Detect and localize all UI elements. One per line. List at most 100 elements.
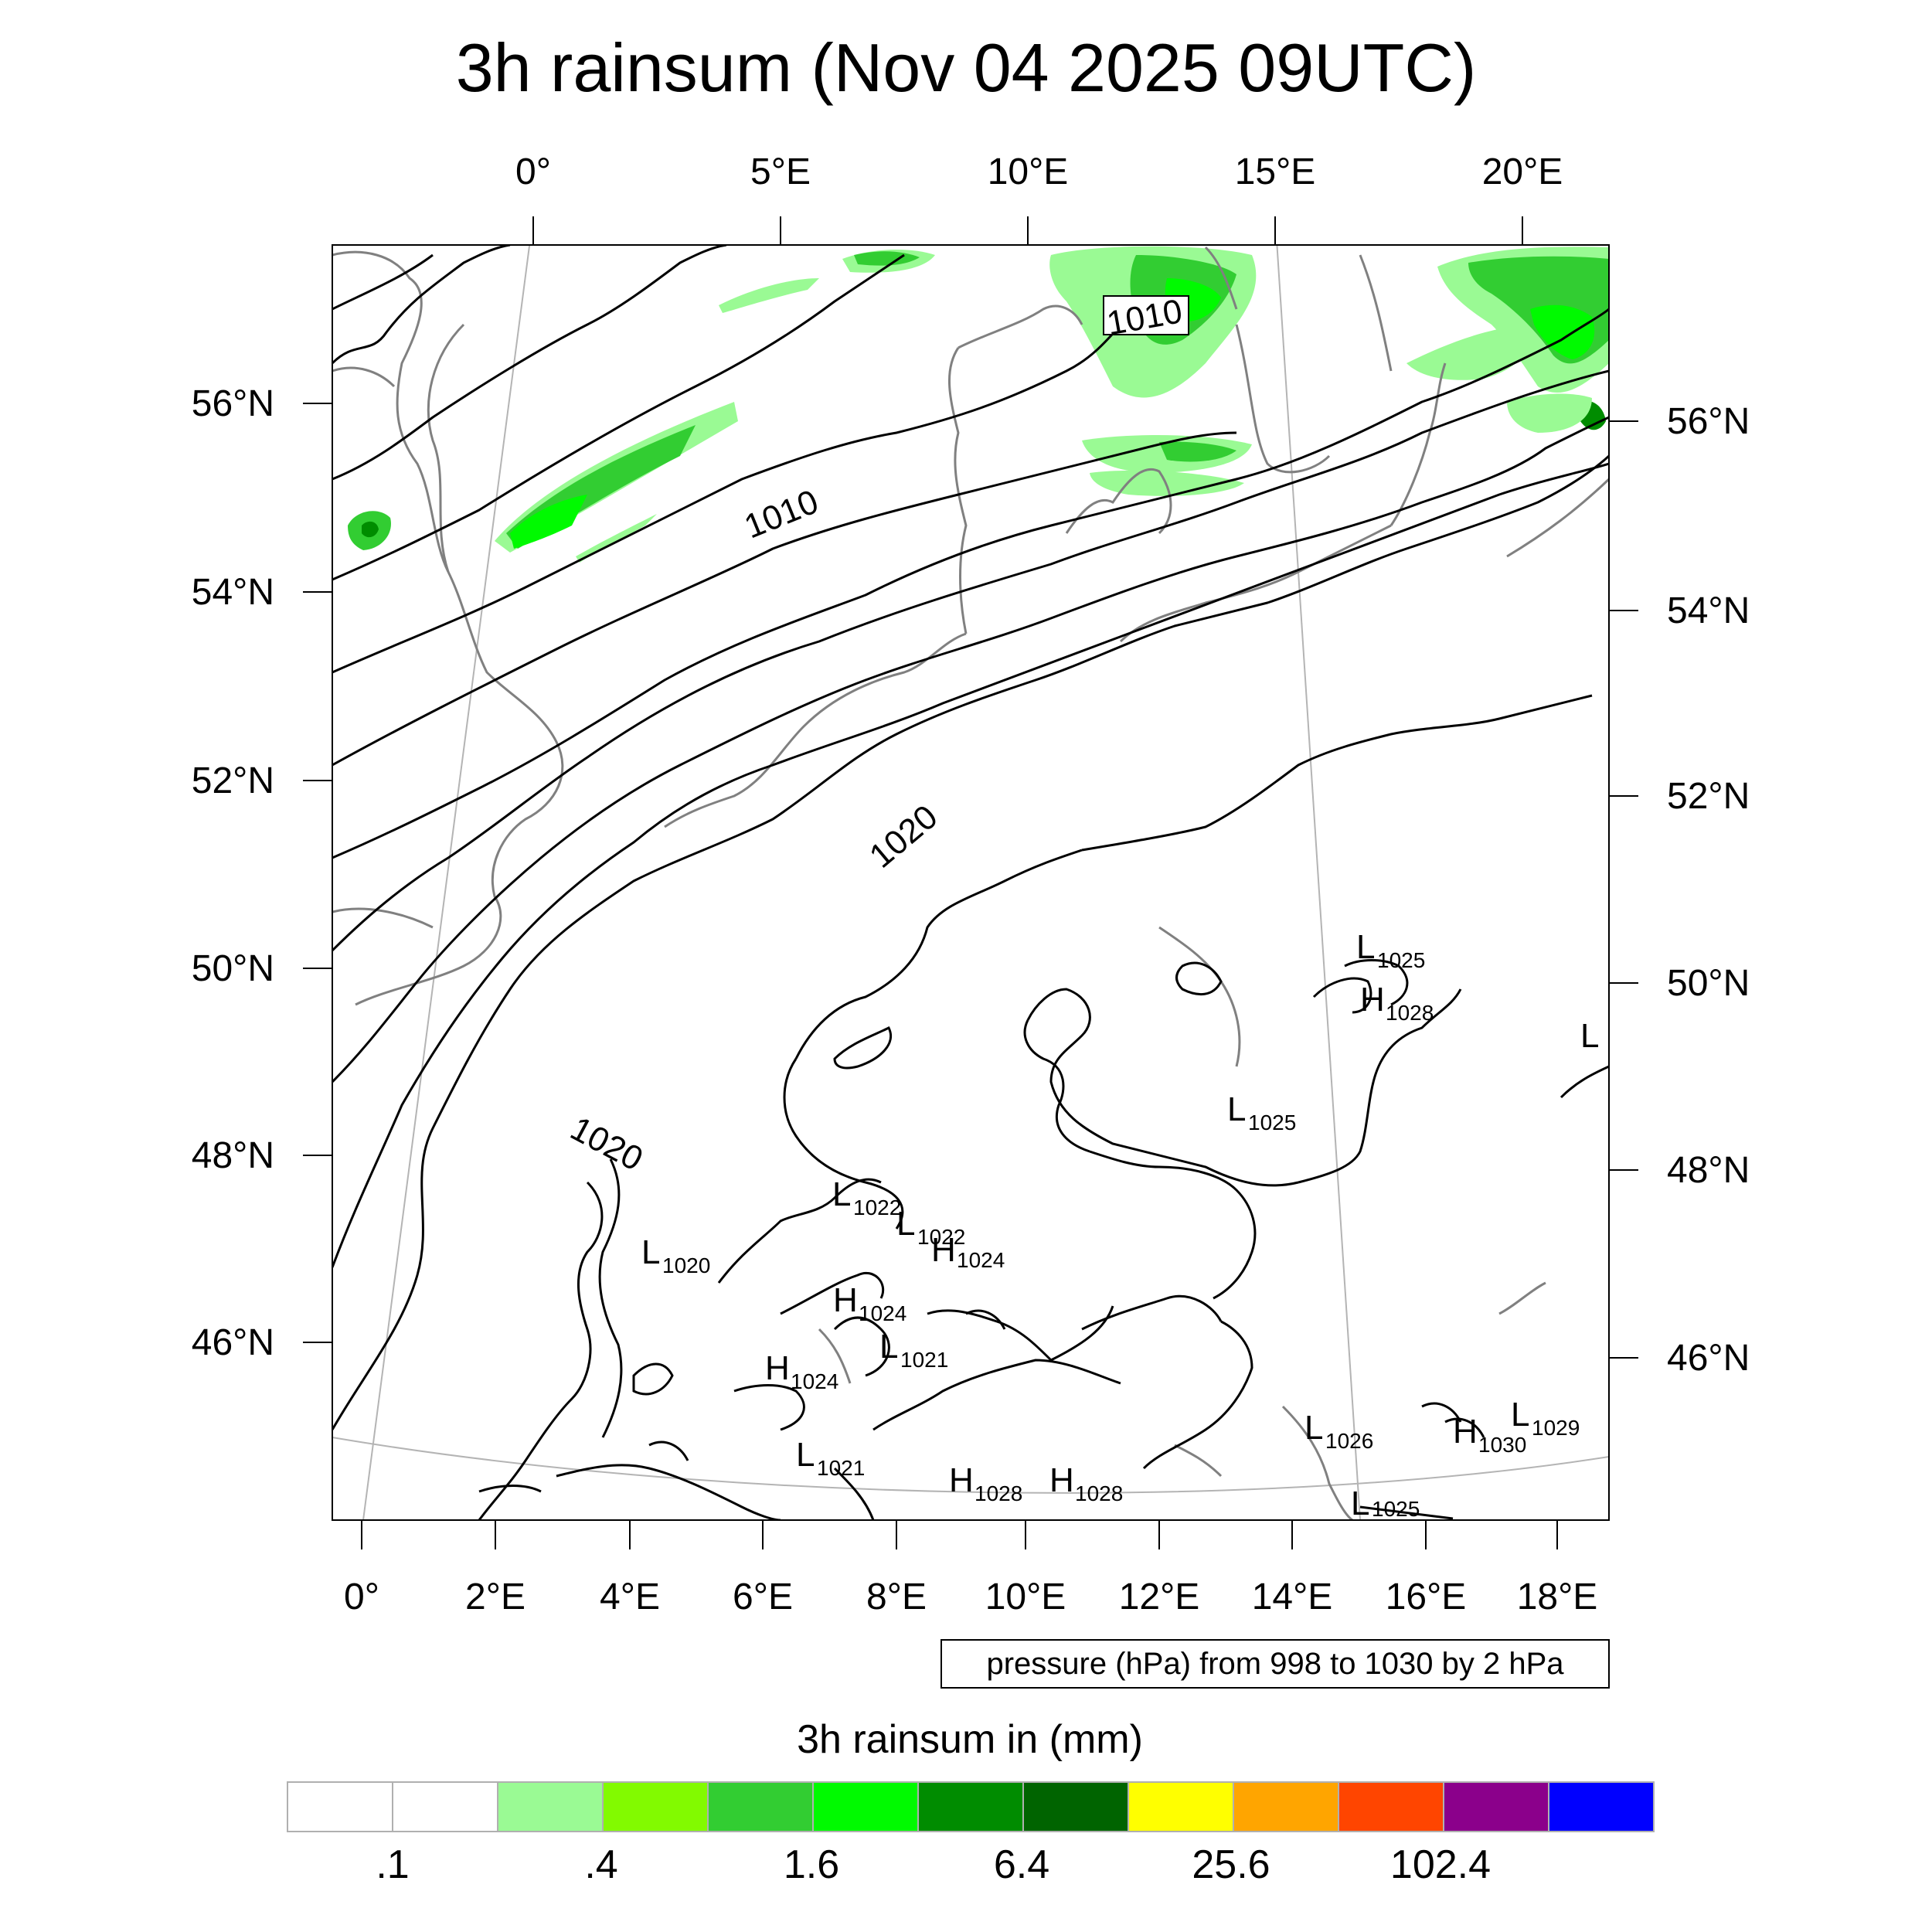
right-lat-label: 54°N bbox=[1667, 590, 1750, 631]
top-lon-label: 10°E bbox=[988, 151, 1069, 192]
colorbar-labels: .1 .4 1.6 6.4 25.6 102.4 bbox=[376, 1842, 1491, 1887]
colorbar-box bbox=[602, 1781, 709, 1832]
colorbar-box bbox=[497, 1781, 604, 1832]
plot-frame bbox=[332, 244, 1610, 1521]
left-lat-label: 56°N bbox=[192, 383, 274, 424]
pressure-center: L 1020 bbox=[641, 1233, 710, 1277]
svg-text:L: L bbox=[1356, 928, 1375, 966]
svg-text:H: H bbox=[1453, 1413, 1478, 1451]
pressure-center: H 1028 bbox=[1360, 981, 1434, 1025]
colorbar-box bbox=[1022, 1781, 1129, 1832]
svg-text:1030: 1030 bbox=[1478, 1433, 1526, 1457]
bottom-lon-label: 8°E bbox=[866, 1577, 927, 1617]
bottom-lon-label: 10°E bbox=[985, 1577, 1066, 1617]
svg-text:1020: 1020 bbox=[662, 1253, 710, 1277]
pressure-center: H 1030 bbox=[1453, 1413, 1526, 1457]
right-lat-label: 56°N bbox=[1667, 401, 1750, 442]
pressure-center: L 1025 bbox=[1356, 928, 1425, 972]
bottom-lon-label: 4°E bbox=[600, 1577, 660, 1617]
bottom-lon-label: 6°E bbox=[733, 1577, 793, 1617]
isobar-labels: 1010 1010 1020 1020 bbox=[564, 292, 1189, 1179]
colorbar-box bbox=[1338, 1781, 1444, 1832]
pressure-center: H 1028 bbox=[949, 1461, 1022, 1505]
colorbar-box bbox=[392, 1781, 498, 1832]
svg-text:L: L bbox=[832, 1175, 851, 1213]
colorbar-box bbox=[1233, 1781, 1339, 1832]
colorbar-box bbox=[1548, 1781, 1655, 1832]
rain-patch bbox=[576, 514, 657, 563]
bottom-lon-label: 12°E bbox=[1119, 1577, 1200, 1617]
svg-text:1024: 1024 bbox=[957, 1248, 1005, 1272]
svg-text:1022: 1022 bbox=[917, 1225, 965, 1249]
svg-text:L: L bbox=[896, 1205, 915, 1243]
right-lat-label: 46°N bbox=[1667, 1338, 1750, 1379]
graticule bbox=[332, 245, 1609, 1520]
contour-info-text: pressure (hPa) from 998 to 1030 by 2 hPa bbox=[986, 1647, 1564, 1681]
svg-text:L: L bbox=[1580, 1017, 1599, 1055]
svg-text:H: H bbox=[949, 1461, 974, 1499]
coastlines bbox=[332, 246, 1609, 1520]
colorbar-label: .4 bbox=[584, 1842, 617, 1887]
svg-text:L: L bbox=[1351, 1485, 1369, 1522]
svg-text:1025: 1025 bbox=[1248, 1111, 1296, 1134]
svg-text:L: L bbox=[1511, 1396, 1529, 1434]
colorbar-box bbox=[917, 1781, 1024, 1832]
left-lat-label: 54°N bbox=[192, 572, 274, 613]
left-lat-label: 50°N bbox=[192, 948, 274, 989]
bottom-lon-label: 16°E bbox=[1386, 1577, 1467, 1617]
left-lat-label: 46°N bbox=[192, 1322, 274, 1363]
top-lon-label: 0° bbox=[515, 151, 551, 192]
bottom-lon-label: 2°E bbox=[465, 1577, 526, 1617]
rain-patch bbox=[1530, 304, 1595, 359]
rain-patch bbox=[510, 495, 587, 549]
plot-area: 1010 1010 1020 1020 L 1025 H 1028 L L 1025 … bbox=[303, 216, 1638, 1549]
pressure-center: L 1022 bbox=[896, 1205, 965, 1249]
right-latitude-ticks: 56°N 54°N 52°N 50°N 48°N 46°N bbox=[1667, 401, 1750, 1379]
svg-text:L: L bbox=[796, 1436, 815, 1474]
contour-info-box: pressure (hPa) from 998 to 1030 by 2 hPa bbox=[940, 1639, 1610, 1689]
colorbar-box bbox=[707, 1781, 814, 1832]
svg-text:L: L bbox=[879, 1328, 898, 1366]
colorbar-title: 3h rainsum in (mm) bbox=[797, 1717, 1143, 1762]
rain-patch bbox=[1507, 393, 1592, 433]
bottom-lon-label: 0° bbox=[344, 1577, 379, 1617]
colorbar-label: 25.6 bbox=[1192, 1842, 1270, 1887]
top-longitude-ticks: 0° 5°E 10°E 15°E 20°E bbox=[515, 151, 1563, 192]
svg-text:1024: 1024 bbox=[791, 1369, 838, 1393]
pressure-center: L 1026 bbox=[1304, 1409, 1373, 1453]
left-lat-label: 52°N bbox=[192, 760, 274, 801]
bottom-longitude-ticks: 0° 2°E 4°E 6°E 8°E 10°E 12°E 14°E 16°E 1… bbox=[344, 1577, 1597, 1617]
svg-text:1024: 1024 bbox=[859, 1301, 906, 1325]
svg-text:L: L bbox=[641, 1233, 660, 1271]
svg-text:1022: 1022 bbox=[853, 1196, 901, 1219]
colorbar-box bbox=[1128, 1781, 1234, 1832]
colorbar-label: .1 bbox=[376, 1842, 409, 1887]
top-lon-label: 5°E bbox=[750, 151, 811, 192]
colorbar: 3h rainsum in (mm) .1 .4 1.6 6.4 25.6 10… bbox=[287, 1717, 1655, 1887]
isobar-label: 1020 bbox=[564, 1110, 648, 1179]
colorbar-boxes bbox=[287, 1781, 1655, 1832]
top-lon-label: 15°E bbox=[1235, 151, 1316, 192]
axis-ticks bbox=[303, 216, 1638, 1549]
pressure-center: H 1024 bbox=[765, 1349, 838, 1393]
svg-text:1028: 1028 bbox=[1075, 1481, 1123, 1505]
colorbar-label: 1.6 bbox=[784, 1842, 839, 1887]
colorbar-box bbox=[287, 1781, 393, 1832]
svg-text:1021: 1021 bbox=[900, 1348, 948, 1372]
pressure-center: H 1024 bbox=[833, 1281, 906, 1325]
left-lat-label: 48°N bbox=[192, 1135, 274, 1176]
svg-text:H: H bbox=[931, 1231, 956, 1269]
svg-text:1025: 1025 bbox=[1377, 948, 1425, 972]
svg-text:1028: 1028 bbox=[1386, 1001, 1434, 1025]
svg-text:H: H bbox=[1049, 1461, 1074, 1499]
svg-text:L: L bbox=[1227, 1090, 1246, 1128]
colorbar-box bbox=[812, 1781, 919, 1832]
pressure-center: H 1024 bbox=[931, 1231, 1005, 1272]
top-lon-label: 20°E bbox=[1482, 151, 1563, 192]
bottom-lon-label: 14°E bbox=[1252, 1577, 1333, 1617]
isobars bbox=[332, 245, 1609, 1520]
bottom-lon-label: 18°E bbox=[1517, 1577, 1598, 1617]
svg-text:L: L bbox=[1304, 1409, 1323, 1447]
isobar-label: 1020 bbox=[862, 798, 944, 875]
pressure-center: H 1028 bbox=[1049, 1461, 1123, 1505]
